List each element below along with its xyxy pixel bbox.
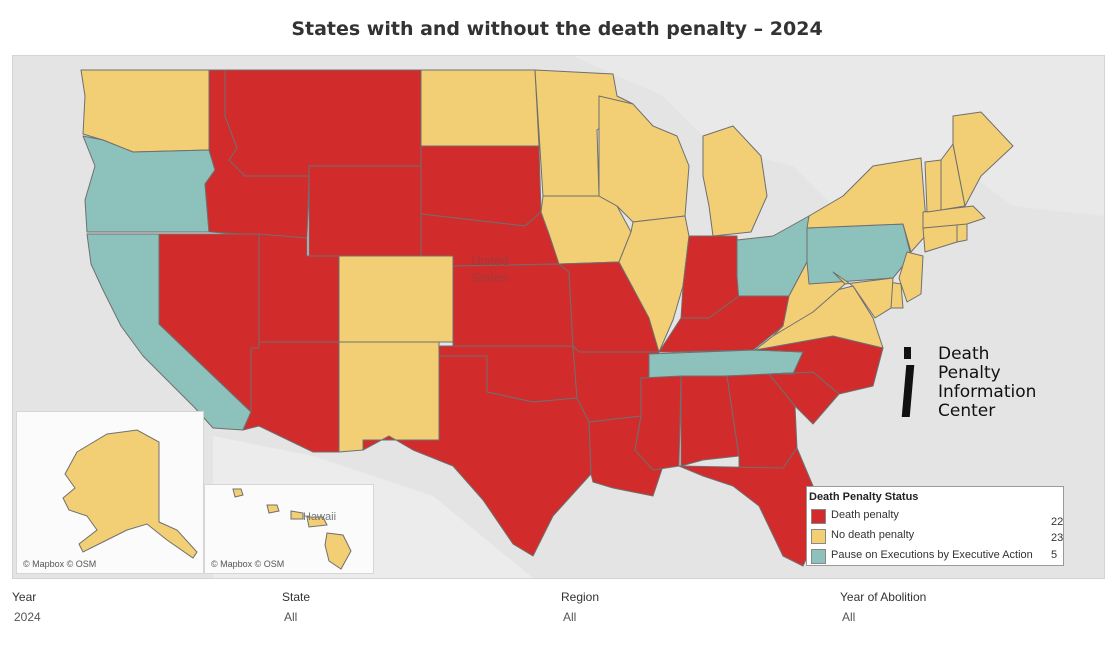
filter-year-value[interactable]: 2024 [14, 610, 41, 624]
state-MI[interactable] [702, 125, 768, 237]
state-VT[interactable] [924, 159, 942, 213]
country-label-line-1: United [471, 253, 509, 268]
legend-swatch-death [811, 509, 826, 524]
legend-label-pause: Pause on Executions by Executive Action [831, 549, 1033, 561]
filter-year-label: Year [12, 590, 37, 604]
state-RI[interactable] [956, 223, 968, 243]
legend-swatch-pause [811, 549, 826, 564]
logo-text: Death Penalty Information Center [938, 345, 1036, 421]
state-AK[interactable] [62, 429, 198, 559]
state-FL[interactable] [678, 447, 818, 567]
state-SD[interactable] [420, 145, 542, 227]
state-AL[interactable] [680, 375, 740, 467]
legend-count-none: 23 [1051, 532, 1064, 544]
state-HI[interactable] [324, 532, 352, 570]
hawaii-label: Hawaii [303, 511, 337, 523]
state-ND[interactable] [420, 69, 540, 147]
state-PA[interactable] [806, 223, 912, 285]
legend-label-none: No death penalty [831, 529, 915, 541]
filter-bar: Year 2024 State All Region All Year of A… [0, 590, 1114, 630]
filter-state-label: State [282, 590, 311, 604]
state-CO[interactable] [338, 255, 454, 343]
filter-abolition-value[interactable]: All [842, 610, 856, 624]
logo-line-1: Death [938, 344, 990, 364]
filter-state-value[interactable]: All [284, 610, 298, 624]
state-MD[interactable] [832, 271, 894, 319]
alaska-inset[interactable]: © Mapbox © OSM [16, 411, 204, 574]
legend: Death Penalty Status Death penalty No de… [806, 486, 1064, 566]
state-AZ[interactable] [242, 341, 340, 453]
hawaii-island-4 [306, 516, 328, 528]
legend-count-pause: 5 [1051, 549, 1058, 561]
filter-region-value[interactable]: All [563, 610, 577, 624]
canada-land [13, 56, 1104, 216]
state-NJ[interactable] [898, 251, 924, 303]
hawaii-inset[interactable]: Hawaii © Mapbox © OSM [204, 484, 374, 574]
country-label: United States [471, 252, 509, 286]
hawaii-island-2 [266, 504, 280, 514]
alaska-credit: © Mapbox © OSM [23, 559, 97, 569]
logo-mark-bottom [901, 365, 915, 417]
filter-region[interactable]: Region All [561, 590, 599, 624]
legend-count-death: 22 [1051, 516, 1064, 528]
state-TX[interactable] [362, 355, 592, 557]
legend-label-death: Death penalty [831, 509, 899, 521]
state-MS[interactable] [634, 375, 682, 471]
legend-title: Death Penalty Status [809, 491, 919, 503]
filter-year[interactable]: Year 2024 [12, 590, 41, 624]
hawaii-island-1 [232, 488, 244, 498]
state-WI[interactable] [598, 95, 690, 223]
state-MA[interactable] [922, 205, 986, 229]
hawaii-map [232, 488, 352, 570]
filter-region-label: Region [561, 590, 600, 604]
state-CT[interactable] [922, 223, 958, 253]
logo-line-2: Penalty [938, 363, 1001, 383]
logo-mark-top [904, 347, 911, 359]
alaska-map [62, 429, 198, 559]
hawaii-credit: © Mapbox © OSM [211, 559, 285, 569]
state-NM[interactable] [338, 341, 440, 453]
hawaii-island-3 [290, 510, 304, 520]
dpic-logo: Death Penalty Information Center [901, 345, 1052, 425]
map-view[interactable]: United States © Mapbox © OSM Hawaii © Ma… [12, 55, 1105, 579]
state-WY[interactable] [308, 165, 422, 257]
page-title: States with and without the death penalt… [291, 18, 823, 40]
filter-abolition-label: Year of Abolition [840, 590, 927, 604]
logo-line-4: Center [938, 401, 996, 421]
state-MT[interactable] [224, 69, 422, 177]
filter-state[interactable]: State All [282, 590, 310, 624]
logo-line-3: Information [938, 382, 1037, 402]
country-label-line-2: States [471, 270, 509, 285]
filter-abolition[interactable]: Year of Abolition All [840, 590, 926, 624]
state-ME[interactable] [952, 111, 1014, 207]
legend-swatch-none [811, 529, 826, 544]
